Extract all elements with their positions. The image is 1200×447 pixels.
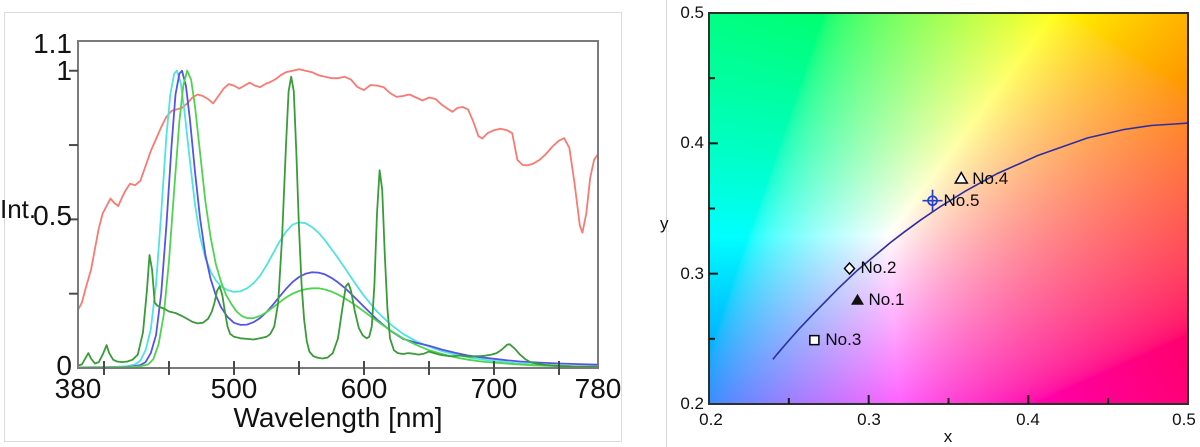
left-x-tick-label: 780: [574, 373, 622, 404]
spectrum-curve-green-light: [78, 69, 598, 368]
right-x-tick-label: 0.2: [699, 410, 723, 429]
left-y-tick-label: 0: [56, 350, 72, 381]
left-x-tick-label: 700: [470, 373, 518, 404]
right-figure-left-border: [666, 0, 667, 447]
right-y-axis-title: y: [660, 214, 669, 233]
spectrum-curve-green-dark: [78, 75, 598, 368]
cie-chromaticity-background: [709, 13, 1188, 404]
left-x-axis-title: Wavelength [nm]: [233, 402, 443, 433]
point-label-no1: No.1: [868, 289, 905, 309]
marker-no2: [843, 261, 856, 276]
right-x-tick-label: 0.3: [857, 410, 881, 429]
right-y-tick-label: 0.5: [680, 3, 704, 22]
right-y-tick-label: 0.4: [680, 133, 704, 152]
marker-no3: [809, 334, 820, 346]
marker-no4: [953, 171, 969, 184]
point-label-no4: No.4: [972, 168, 1009, 188]
spectrum-curve-blue: [78, 69, 598, 368]
right-y-tick-label: 0.2: [680, 394, 704, 413]
right-x-tick-label: 0.5: [1172, 410, 1196, 429]
marker-no5: [927, 195, 938, 207]
left-x-tick-label: 380: [54, 373, 102, 404]
right-x-tick-label: 0.4: [1016, 410, 1040, 429]
marker-no1: [850, 293, 864, 305]
right-y-tick-label: 0.3: [680, 264, 704, 283]
point-label-no2: No.2: [860, 258, 897, 278]
left-y-axis-title: Int.: [0, 194, 37, 224]
left-y-tick-label: 0.5: [33, 200, 72, 231]
left-y-tick-label: 1: [56, 55, 72, 86]
planckian-locus: [772, 122, 1189, 360]
left-y-tick-label: 1.1: [33, 28, 72, 59]
left-plot-frame: [77, 40, 599, 369]
point-label-no5: No.5: [943, 190, 980, 210]
point-label-no3: No.3: [825, 330, 862, 350]
right-x-axis-title: x: [943, 427, 953, 446]
spectrum-curve-red: [78, 68, 598, 311]
left-x-tick-label: 500: [210, 373, 258, 404]
spectrum-curve-cyan: [78, 69, 598, 368]
left-x-tick-label: 600: [340, 373, 388, 404]
